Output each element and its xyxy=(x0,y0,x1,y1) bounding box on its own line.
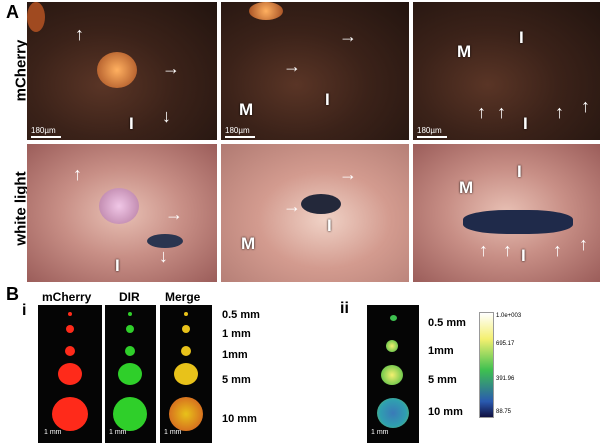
arrow-icon: ↑ xyxy=(73,164,82,184)
arrow-icon: ↑ xyxy=(579,234,588,254)
colorbar-min: 88.75 xyxy=(496,409,512,415)
tag-m: M xyxy=(239,100,254,119)
arrow-icon: ↑ xyxy=(503,240,512,260)
panel-a-letter: A xyxy=(6,2,19,22)
size-label: 0.5 mm xyxy=(428,317,466,329)
arrow-icon: ↑ xyxy=(477,102,486,122)
mcherry-strip: 1 mm xyxy=(38,305,102,443)
scale-bar: 180µm xyxy=(31,126,61,138)
dir-heatmap-strip: 1 mm xyxy=(367,305,419,443)
size-label: 1 mm xyxy=(222,328,251,340)
white-light-image-2: M I → → xyxy=(221,144,409,282)
colorbar-max: 1.0e+003 xyxy=(496,313,522,319)
size-label: 1mm xyxy=(222,349,248,361)
col-header-merge: Merge xyxy=(165,290,201,304)
tag-i: I xyxy=(129,114,134,133)
colorbar-tick: 695.17 xyxy=(496,341,515,347)
tag-i: I xyxy=(521,246,526,265)
arrow-icon: ↓ xyxy=(162,106,171,126)
mcherry-image-3: M I I 180µm ↑ ↑ ↑ ↑ xyxy=(413,2,600,140)
tag-i: I xyxy=(325,90,330,109)
scale-bar: 180µm xyxy=(417,126,447,138)
tag-m: M xyxy=(459,178,474,197)
arrow-icon: → xyxy=(165,204,183,224)
colorbar-tick: 391.96 xyxy=(496,376,515,382)
arrow-icon: → xyxy=(283,196,301,216)
arrow-icon: ↓ xyxy=(159,246,168,266)
tag-i: I xyxy=(519,28,524,47)
white-light-image-1: I ↑ → ↓ xyxy=(27,144,217,282)
size-label: 5 mm xyxy=(428,374,457,386)
tag-i: I xyxy=(517,162,522,181)
col-header-dir: DIR xyxy=(119,290,140,304)
colorbar xyxy=(479,312,494,418)
arrow-icon: ↑ xyxy=(553,240,562,260)
tag-m: M xyxy=(241,234,256,253)
arrow-icon: → xyxy=(339,26,357,46)
tag-i: I xyxy=(523,114,528,133)
size-label: 1mm xyxy=(428,345,454,357)
arrow-icon: ↑ xyxy=(75,24,84,44)
scale-bar: 1 mm xyxy=(164,429,182,436)
arrow-icon: → xyxy=(283,56,301,76)
scale-bar: 180µm xyxy=(225,126,255,138)
dir-strip: 1 mm xyxy=(105,305,156,443)
size-label: 0.5 mm xyxy=(222,309,260,321)
white-light-image-3: M I I ↑ ↑ ↑ ↑ xyxy=(413,144,600,282)
arrow-icon: ↑ xyxy=(555,102,564,122)
arrow-icon: ↑ xyxy=(497,102,506,122)
sub-label-i: i xyxy=(22,302,27,319)
arrow-icon: ↑ xyxy=(479,240,488,260)
sub-label-ii: ii xyxy=(340,300,349,317)
scale-bar: 1 mm xyxy=(371,429,389,436)
arrow-icon: ↑ xyxy=(581,96,590,116)
size-label: 10 mm xyxy=(222,413,257,425)
mcherry-image-1: I 180µm ↑ → ↓ xyxy=(27,2,217,140)
panel-b-letter: B xyxy=(6,284,19,304)
merge-strip: 1 mm xyxy=(160,305,212,443)
size-label: 10 mm xyxy=(428,406,463,418)
tag-i: I xyxy=(327,216,332,235)
scale-bar: 1 mm xyxy=(44,429,62,436)
mcherry-image-2: M I 180µm → → xyxy=(221,2,409,140)
arrow-icon: → xyxy=(162,58,180,78)
arrow-icon: → xyxy=(339,164,357,184)
tag-i: I xyxy=(115,256,120,275)
scale-bar: 1 mm xyxy=(109,429,127,436)
size-label: 5 mm xyxy=(222,374,251,386)
tag-m: M xyxy=(457,42,472,61)
col-header-mcherry: mCherry xyxy=(42,290,92,304)
